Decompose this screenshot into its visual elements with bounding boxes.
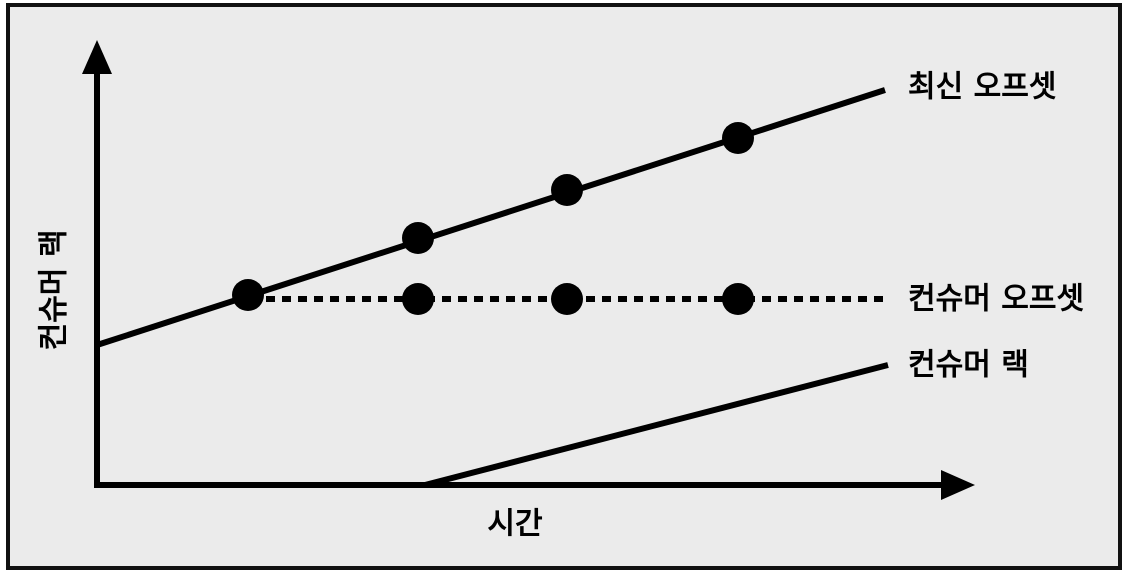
consumer-dot xyxy=(402,283,434,315)
latest-offset-line xyxy=(96,87,886,348)
line-label: 컨슈머 오프셋 xyxy=(908,282,1084,317)
consumer-lag-line xyxy=(424,362,889,488)
x-axis-label: 시간 xyxy=(487,507,543,542)
x-axis-arrow xyxy=(941,470,975,500)
y-axis-arrow xyxy=(82,40,112,74)
offset-dot xyxy=(232,279,264,311)
offset-dot xyxy=(402,222,434,254)
offset-dot xyxy=(722,122,754,154)
consumer-dot xyxy=(722,283,754,315)
consumer-dot xyxy=(551,283,583,315)
y-axis-label: 컨슈머 랙 xyxy=(37,230,72,351)
line-label: 컨슈머 랙 xyxy=(908,348,1029,383)
offset-dot xyxy=(551,174,583,206)
line-label: 최신 오프셋 xyxy=(908,70,1056,105)
